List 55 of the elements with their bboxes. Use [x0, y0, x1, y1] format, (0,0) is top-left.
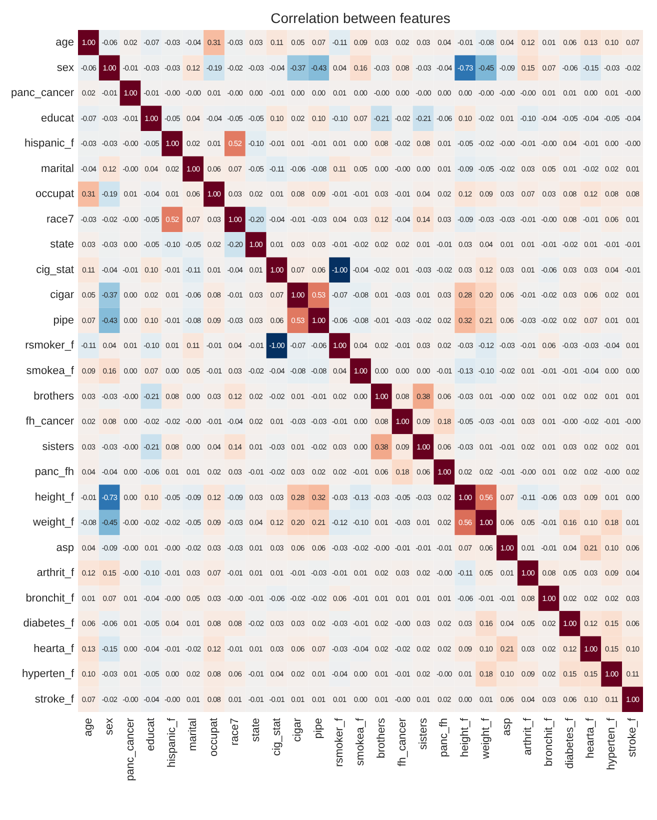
x-tick-label: asp	[500, 718, 513, 736]
y-tick-label: diabetes_f	[23, 618, 75, 630]
y-tick-label: brothers	[34, 390, 74, 402]
x-tick-label: height_f	[459, 717, 472, 758]
x-tick-label: hispanic_f	[166, 717, 178, 768]
y-tick-label: educat	[40, 112, 74, 124]
x-tick-label: race7	[228, 718, 241, 746]
x-tick-label: panc_fh	[438, 718, 450, 758]
x-tick-label: panc_cancer	[124, 718, 136, 781]
x-tick-label: state	[250, 718, 262, 742]
y-tick-label: weight_f	[32, 516, 75, 529]
y-tick-label: hyperten_f	[22, 668, 75, 680]
x-tick-label: hyperten_f	[606, 717, 618, 770]
y-tick-label: fh_cancer	[26, 416, 74, 428]
x-tick-label: stroke_f	[626, 717, 639, 758]
y-tick-label: smokea_f	[26, 365, 75, 377]
x-tick-label: smokea_f	[354, 717, 366, 766]
y-tick-label: state	[50, 238, 74, 251]
y-tick-label: occupat	[35, 188, 74, 200]
x-tick-label: fh_cancer	[396, 718, 408, 766]
y-tick-label: hispanic_f	[24, 138, 75, 150]
x-tick-label: brothers	[375, 718, 388, 758]
x-tick-label: arthrit_f	[522, 717, 534, 756]
y-tick-label: bronchit_f	[26, 592, 75, 604]
x-tick-label: diabetes_f	[564, 717, 576, 769]
x-tick-label: sex	[103, 718, 116, 736]
x-tick-label: rsmoker_f	[334, 717, 346, 767]
x-tick-label: weight_f	[480, 717, 492, 760]
x-tick-label: pipe	[312, 718, 325, 739]
y-tick-label: hearta_f	[34, 642, 75, 655]
y-tick-label: age	[56, 36, 74, 49]
y-tick-label: height_f	[34, 491, 75, 504]
x-tick-label: age	[82, 718, 94, 736]
x-tick-label: occupat	[208, 718, 220, 757]
x-tick-label: educat	[145, 718, 158, 752]
x-tick-label: hearta_f	[584, 717, 597, 758]
y-tick-label: stroke_f	[34, 693, 75, 706]
x-tick-label: cig_stat	[270, 718, 283, 756]
y-tick-label: cig_stat	[36, 264, 74, 276]
y-tick-label: rsmoker_f	[25, 340, 75, 352]
y-tick-label: panc_cancer	[11, 87, 74, 100]
x-tick-label: marital	[187, 718, 200, 752]
y-tick-label: race7	[46, 213, 74, 226]
y-tick-label: sisters	[42, 440, 74, 453]
y-tick-label: marital	[40, 162, 74, 175]
y-tick-label: sex	[56, 62, 74, 74]
y-tick-label: panc_fh	[34, 466, 74, 478]
y-tick-label: arthrit_f	[36, 567, 75, 580]
x-tick-label: sisters	[417, 718, 430, 750]
x-tick-label: bronchit_f	[542, 717, 555, 766]
chart-title: Correlation between features	[270, 10, 450, 26]
y-tick-label: pipe	[53, 314, 74, 326]
x-tick-label: cigar	[292, 718, 304, 742]
y-tick-label: asp	[56, 542, 74, 554]
y-tick-label: cigar	[50, 289, 74, 302]
